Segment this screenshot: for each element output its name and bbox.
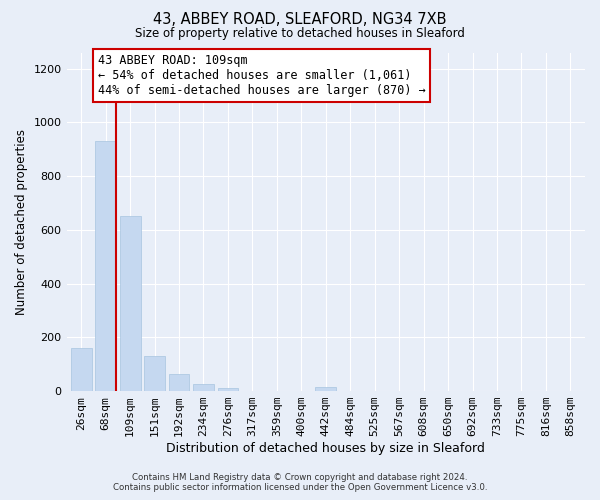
Text: Contains HM Land Registry data © Crown copyright and database right 2024.
Contai: Contains HM Land Registry data © Crown c…	[113, 473, 487, 492]
Bar	[193, 384, 214, 391]
Text: 43, ABBEY ROAD, SLEAFORD, NG34 7XB: 43, ABBEY ROAD, SLEAFORD, NG34 7XB	[153, 12, 447, 28]
Bar	[316, 387, 336, 391]
Bar	[144, 356, 165, 391]
Text: Size of property relative to detached houses in Sleaford: Size of property relative to detached ho…	[135, 28, 465, 40]
X-axis label: Distribution of detached houses by size in Sleaford: Distribution of detached houses by size …	[166, 442, 485, 455]
Bar	[218, 388, 238, 391]
Bar	[169, 374, 190, 391]
Bar	[71, 348, 92, 391]
Bar	[120, 216, 140, 391]
Text: 43 ABBEY ROAD: 109sqm
← 54% of detached houses are smaller (1,061)
44% of semi-d: 43 ABBEY ROAD: 109sqm ← 54% of detached …	[98, 54, 425, 97]
Y-axis label: Number of detached properties: Number of detached properties	[15, 129, 28, 315]
Bar	[95, 141, 116, 391]
